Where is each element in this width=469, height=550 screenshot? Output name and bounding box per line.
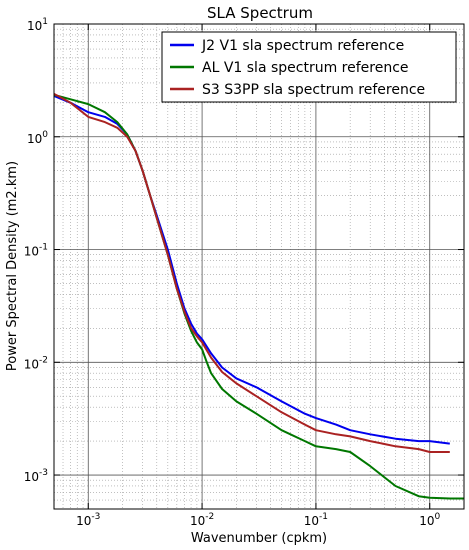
series-line-3 [53, 93, 450, 453]
legend-label-2: AL V1 sla spectrum reference [202, 60, 409, 76]
legend-label-1: J2 V1 sla spectrum reference [201, 38, 404, 54]
y-tick-label: 10-3 [24, 468, 48, 484]
x-tick-label: 10-1 [304, 512, 328, 528]
axis-ticks: 10-3 10-2 10-1 100 10-3 10-2 10-1 100 101 [24, 17, 464, 528]
series-line-2 [53, 93, 464, 500]
x-tick-label: 100 [419, 512, 440, 528]
y-axis-label: Power Spectral Density (m2.km) [5, 161, 20, 371]
legend-label-3: S3 S3PP sla spectrum reference [202, 82, 425, 98]
y-tick-label: 10-1 [24, 243, 48, 259]
y-tick-label: 10-2 [24, 355, 48, 371]
chart-title: SLA Spectrum [207, 4, 313, 22]
plot-frame [53, 23, 465, 510]
x-tick-label: 10-3 [76, 512, 100, 528]
legend-box [161, 31, 457, 103]
legend: J2 V1 sla spectrum reference AL V1 sla sp… [161, 31, 457, 103]
y-tick-label: 100 [27, 130, 48, 146]
plot-area [54, 24, 464, 509]
x-axis-label: Wavenumber (cpkm) [191, 531, 327, 546]
y-tick-label: 101 [27, 17, 48, 33]
x-tick-label: 10-2 [190, 512, 214, 528]
series-lines [53, 93, 464, 500]
